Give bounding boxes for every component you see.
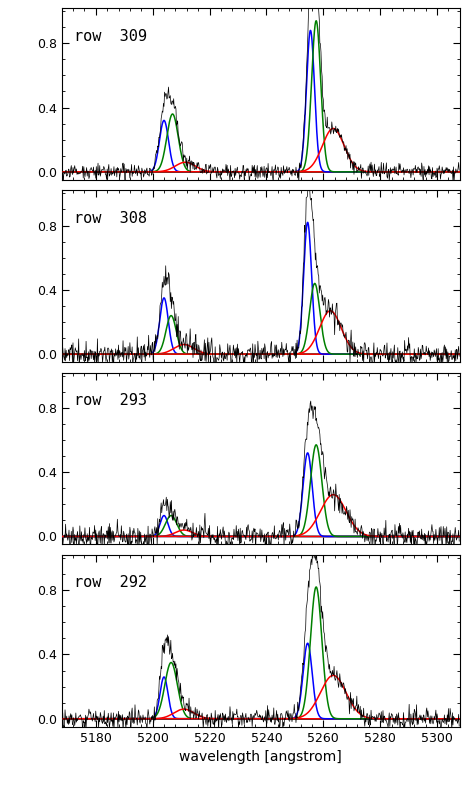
Text: row  309: row 309: [73, 28, 146, 43]
Text: row  293: row 293: [73, 393, 146, 408]
Text: row  292: row 292: [73, 575, 146, 590]
Text: row  308: row 308: [73, 211, 146, 226]
X-axis label: wavelength [angstrom]: wavelength [angstrom]: [179, 750, 342, 764]
